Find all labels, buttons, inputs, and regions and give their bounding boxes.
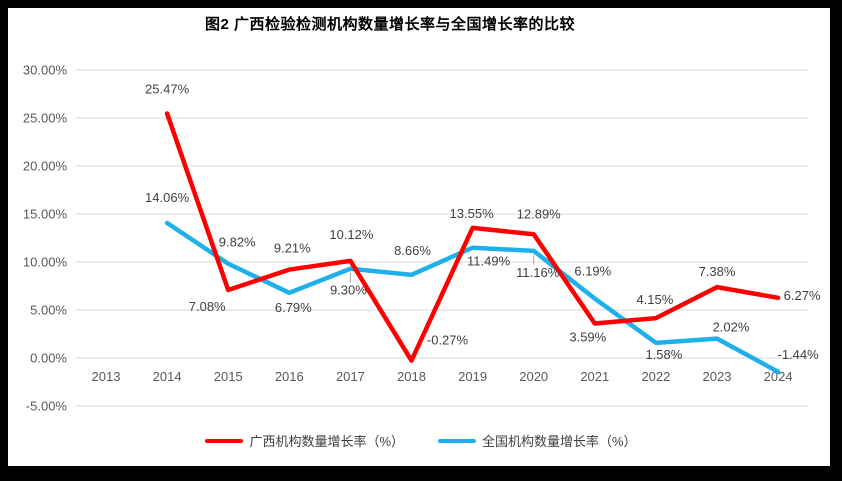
data-label-guangxi: 25.47%: [145, 81, 190, 96]
y-axis-tick-label: 15.00%: [23, 207, 68, 222]
x-axis-tick-label: 2022: [641, 369, 670, 384]
data-label-national: 2.02%: [713, 320, 750, 335]
data-label-guangxi: 9.21%: [274, 241, 311, 256]
x-axis-tick-label: 2016: [275, 369, 304, 384]
x-axis-tick-label: 2018: [397, 369, 426, 384]
data-label-national: 9.82%: [219, 235, 256, 250]
legend-label-guangxi: 广西机构数量增长率（%）: [249, 434, 404, 449]
legend: 广西机构数量增长率（%） 全国机构数量增长率（%）: [0, 431, 842, 450]
y-axis-tick-label: 0.00%: [30, 351, 67, 366]
y-axis-tick-label: 30.00%: [23, 63, 68, 78]
data-label-national: 6.19%: [574, 264, 611, 279]
series-line-guangxi[interactable]: [164, 111, 781, 363]
x-axis-tick-label: 2021: [580, 369, 609, 384]
x-axis-tick-label: 2019: [458, 369, 487, 384]
data-label-guangxi: 3.59%: [569, 330, 606, 345]
y-axis-tick-label: 20.00%: [23, 159, 68, 174]
data-label-national: 11.16%: [516, 265, 560, 280]
legend-item-guangxi[interactable]: 广西机构数量增长率（%）: [205, 431, 404, 450]
y-axis-tick-label: 5.00%: [30, 303, 67, 318]
data-label-guangxi: -0.27%: [427, 333, 469, 348]
data-label-guangxi: 10.12%: [329, 227, 374, 242]
data-label-guangxi: 7.08%: [189, 299, 226, 314]
data-label-national: 14.06%: [145, 190, 190, 205]
data-label-guangxi: 7.38%: [699, 264, 736, 279]
legend-item-national[interactable]: 全国机构数量增长率（%）: [438, 431, 637, 450]
series-line-national[interactable]: [164, 220, 781, 375]
legend-line-icon-national: [438, 438, 476, 443]
y-axis-tick-label: 25.00%: [23, 111, 68, 126]
data-label-guangxi: 4.15%: [636, 292, 673, 307]
data-label-national: 8.66%: [394, 243, 431, 258]
data-label-guangxi: 6.27%: [784, 288, 821, 303]
data-label-guangxi: 12.89%: [517, 206, 562, 221]
x-axis-tick-label: 2013: [92, 369, 121, 384]
chart-background: [8, 8, 830, 466]
x-axis-tick-label: 2015: [214, 369, 243, 384]
x-axis-tick-label: 2024: [764, 369, 793, 384]
data-label-national: -1.44%: [777, 347, 819, 362]
chart-title: 图2 广西检验检测机构数量增长率与全国增长率的比较: [204, 16, 575, 33]
data-label-guangxi: 13.55%: [450, 206, 495, 221]
legend-line-icon-guangxi: [205, 438, 244, 443]
legend-label-national: 全国机构数量增长率（%）: [482, 434, 637, 449]
x-axis-tick-label: 2020: [519, 369, 548, 384]
data-label-national: 1.58%: [645, 347, 682, 362]
data-label-national: 11.49%: [467, 254, 511, 269]
data-label-national: 9.30%: [330, 283, 367, 298]
x-axis-tick-label: 2017: [336, 369, 365, 384]
x-axis-tick-label: 2014: [153, 369, 182, 384]
y-axis-tick-label: -5.00%: [26, 399, 68, 414]
x-axis-tick-label: 2023: [703, 369, 732, 384]
data-label-national: 6.79%: [275, 300, 312, 315]
y-axis-tick-label: 10.00%: [23, 255, 68, 270]
